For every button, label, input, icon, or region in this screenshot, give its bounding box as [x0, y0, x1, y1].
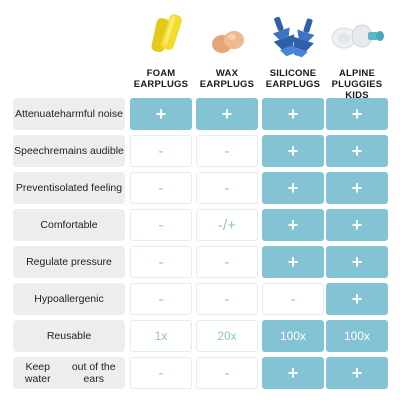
orange-wax-earplugs-image	[212, 31, 244, 53]
table-cell: +	[262, 172, 324, 204]
row-label-line1: Regulate pressure	[26, 256, 112, 268]
row-label: Comfortable	[13, 209, 125, 241]
table-cell: -	[130, 172, 192, 204]
table-cell: -	[130, 209, 192, 241]
column-header-silicone: SILICONE EARPLUGS	[260, 68, 326, 90]
row-label: Speech remains audible	[13, 135, 125, 167]
row-label-line1: Reusable	[46, 330, 92, 342]
row-label-line2: harmful noise	[59, 108, 123, 120]
row-label: Hypoallergenic	[13, 283, 125, 315]
column-header-line1: FOAM	[146, 68, 176, 79]
table-cell: +	[262, 135, 324, 167]
column-header-line2: EARPLUGS	[265, 79, 321, 90]
table-cell: -	[130, 283, 192, 315]
table-cell: -	[196, 246, 258, 278]
row-label-line1: Attenuate	[15, 108, 60, 120]
table-cell: -	[130, 246, 192, 278]
table-cell: +	[262, 357, 324, 389]
yellow-foam-earplugs-image	[151, 14, 182, 53]
column-header-alpine: ALPINE PLUGGIES KIDS	[324, 68, 390, 101]
table-cell: +	[326, 357, 388, 389]
table-cell: -	[196, 172, 258, 204]
row-label-line1: Hypoallergenic	[34, 293, 104, 305]
table-cell: +	[262, 209, 324, 241]
table-cell: +	[326, 283, 388, 315]
row-label-line1: Keep water	[24, 361, 51, 385]
column-header-foam: FOAM EARPLUGS	[128, 68, 194, 90]
column-header-line2: PLUGGIES KIDS	[331, 79, 383, 101]
table-cell: -	[262, 283, 324, 315]
table-cell: -	[196, 357, 258, 389]
table-cell: 100x	[262, 320, 324, 352]
row-label: Reusable	[13, 320, 125, 352]
table-cell: +	[326, 246, 388, 278]
table-cell: 20x	[196, 320, 258, 352]
table-cell: +	[326, 209, 388, 241]
row-label: Attenuate harmful noise	[13, 98, 125, 130]
table-cell: +	[130, 98, 192, 130]
table-cell: -/+	[196, 209, 258, 241]
row-label-line2: isolated feeling	[52, 182, 123, 194]
row-label-line2: remains audible	[49, 145, 124, 157]
table-cell: +	[262, 246, 324, 278]
table-cell: +	[326, 172, 388, 204]
column-header-line1: WAX	[215, 68, 239, 79]
table-cell: -	[130, 135, 192, 167]
column-header-line1: ALPINE	[338, 68, 376, 79]
row-label-line2: out of the ears	[71, 361, 116, 385]
blue-silicone-earplugs-image	[272, 16, 315, 58]
table-cell: +	[262, 98, 324, 130]
column-header-wax: WAX EARPLUGS	[194, 68, 260, 90]
table-cell: 1x	[130, 320, 192, 352]
table-cell: +	[196, 98, 258, 130]
table-cell: 100x	[326, 320, 388, 352]
row-label: Keep water out of the ears	[13, 357, 125, 389]
white-alpine-earplugs-image	[331, 24, 384, 49]
table-cell: -	[196, 135, 258, 167]
column-header-line2: EARPLUGS	[133, 79, 189, 90]
row-label-line1: Speech	[14, 145, 50, 157]
row-label: Regulate pressure	[13, 246, 125, 278]
column-header-line2: EARPLUGS	[199, 79, 255, 90]
row-label: Prevent isolated feeling	[13, 172, 125, 204]
row-label-line1: Comfortable	[40, 219, 98, 231]
row-label-line1: Prevent	[15, 182, 53, 194]
column-header-line1: SILICONE	[269, 68, 317, 79]
table-cell: -	[196, 283, 258, 315]
table-cell: +	[326, 98, 388, 130]
table-cell: -	[130, 357, 192, 389]
table-cell: +	[326, 135, 388, 167]
